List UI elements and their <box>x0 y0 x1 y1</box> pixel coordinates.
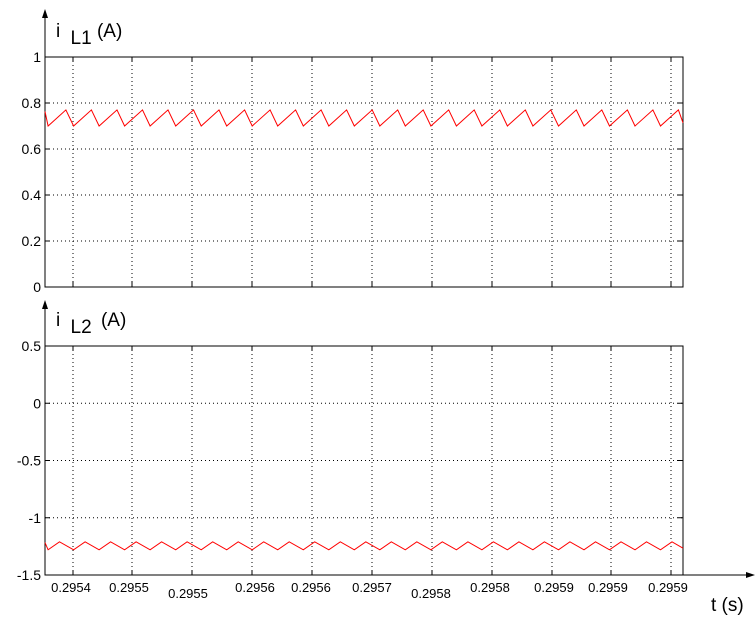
x-ticks-il2: 0.2954 0.2955 0.2955 0.2956 0.2956 0.2957 0.29… <box>51 580 688 601</box>
x-tick-label: 0.2958 <box>470 580 510 595</box>
x-tick-label: 0.2959 <box>648 580 688 595</box>
chart-il2: -1.5-1-0.500.5 0.2954 0.2955 0.2955 0.2956 0… <box>17 300 755 616</box>
y-axis-label-il1: i L1 (A) <box>56 21 122 49</box>
y-axis-arrowhead-il1 <box>42 9 48 18</box>
y-tick-label: 0.5 <box>22 338 42 354</box>
y-tick-label: -1.5 <box>17 567 41 583</box>
y-tick-label: 0.6 <box>22 141 42 157</box>
grid-il1 <box>45 57 683 287</box>
x-tick-label: 0.2959 <box>534 580 574 595</box>
y-tick-label: 0.4 <box>22 187 42 203</box>
x-tick-label: 0.2955 <box>168 586 208 601</box>
y-tick-label: 0.2 <box>22 233 42 249</box>
series-line-il1 <box>44 109 684 127</box>
x-tick-label: 0.2958 <box>411 586 451 601</box>
y-ticks-il2: -1.5 -1 -0.5 0 0.5 <box>17 338 683 583</box>
plot-frame-il1 <box>44 56 684 288</box>
y-axis-label-il2: i L2 (A) <box>56 310 126 338</box>
y-label-main-il1: i <box>56 21 60 42</box>
grid-il2 <box>45 346 683 575</box>
plot-frame-il2 <box>44 345 684 576</box>
x-tick-label: 0.2959 <box>588 580 628 595</box>
y-tick-label: -0.5 <box>17 453 41 469</box>
x-tick-label: 0.2954 <box>51 580 91 595</box>
x-tick-label: 0.2955 <box>109 580 149 595</box>
y-axis-arrowhead-il2 <box>42 300 48 309</box>
y-ticks-il1: 0 0.2 0.4 0.6 0.8 1 <box>22 49 683 295</box>
y-label-main-il2: i <box>56 310 60 331</box>
chart-il1: 0 0.2 0.4 0.6 0.8 1 i L1 (A) <box>22 9 684 295</box>
y-tick-label: 0 <box>33 279 41 295</box>
series-line-il2 <box>44 541 684 551</box>
x-tick-label: 0.2956 <box>235 580 275 595</box>
x-axis-label: t (s) <box>711 595 744 616</box>
y-label-sub-il2: L2 <box>71 317 92 338</box>
x-tick-label: 0.2957 <box>352 580 392 595</box>
x-axis-arrowhead <box>746 572 755 578</box>
x-tick-label: 0.2956 <box>291 580 331 595</box>
y-label-unit-il2: (A) <box>101 310 126 331</box>
y-label-sub-il1: L1 <box>71 28 92 49</box>
y-tick-label: 1 <box>33 49 41 65</box>
y-tick-label: -1 <box>29 510 42 526</box>
y-label-unit-il1: (A) <box>97 21 122 42</box>
y-tick-label: 0.8 <box>22 95 42 111</box>
y-tick-label: 0 <box>33 395 41 411</box>
